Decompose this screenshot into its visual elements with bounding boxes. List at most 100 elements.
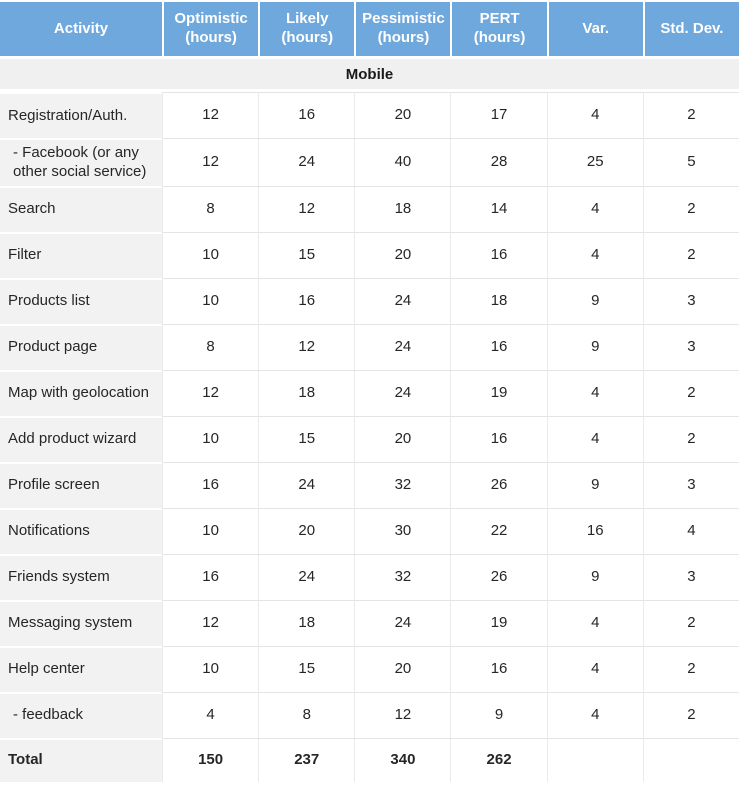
value-cell: 26 — [450, 553, 547, 600]
value-cell: 20 — [258, 507, 355, 554]
activity-cell: Add product wizard — [0, 415, 162, 462]
activity-cell: - feedback — [0, 691, 162, 738]
column-header-likely: Likely (hours) — [258, 2, 355, 56]
value-cell: 12 — [162, 599, 259, 646]
column-header-activity: Activity — [0, 2, 162, 56]
value-cell: 2 — [642, 645, 739, 692]
value-cell: 22 — [450, 507, 547, 554]
value-cell: 4 — [546, 369, 643, 416]
table-row: Notifications 10 20 30 22 16 4 — [0, 507, 739, 554]
value-cell: 19 — [450, 369, 547, 416]
activity-cell: Friends system — [0, 553, 162, 600]
value-cell: 16 — [450, 231, 547, 278]
value-cell: 4 — [546, 691, 643, 738]
value-cell: 18 — [258, 369, 355, 416]
value-cell: 16 — [162, 461, 259, 508]
value-cell: 2 — [642, 691, 739, 738]
value-cell: 19 — [450, 599, 547, 646]
value-cell: 26 — [450, 461, 547, 508]
value-cell: 14 — [450, 185, 547, 232]
value-cell: 12 — [258, 323, 355, 370]
section-title: Mobile — [345, 65, 394, 83]
activity-cell: Map with geolocation — [0, 369, 162, 416]
value-cell: 2 — [642, 599, 739, 646]
value-cell: 2 — [642, 92, 739, 138]
value-cell: 2 — [642, 231, 739, 278]
value-cell: 24 — [258, 138, 355, 186]
total-value-pessimistic: 340 — [354, 737, 451, 782]
value-cell: 24 — [354, 369, 451, 416]
value-cell: 9 — [546, 277, 643, 324]
activity-cell: Notifications — [0, 507, 162, 554]
table-total-row: Total 150 237 340 262 — [0, 737, 739, 782]
value-cell: 16 — [162, 553, 259, 600]
value-cell: 8 — [258, 691, 355, 738]
value-cell: 24 — [258, 553, 355, 600]
total-value-pert: 262 — [450, 737, 547, 782]
value-cell: 20 — [354, 415, 451, 462]
value-cell: 9 — [450, 691, 547, 738]
table-row: Filter 10 15 20 16 4 2 — [0, 231, 739, 278]
column-header-pert: PERT (hours) — [450, 2, 547, 56]
section-row-mobile: Mobile — [0, 56, 739, 92]
value-cell: 8 — [162, 185, 259, 232]
value-cell: 3 — [642, 553, 739, 600]
value-cell: 24 — [354, 599, 451, 646]
value-cell: 18 — [354, 185, 451, 232]
table-row: - Facebook (or any other social service)… — [0, 138, 739, 186]
total-value-var — [546, 737, 643, 782]
value-cell: 12 — [162, 369, 259, 416]
value-cell: 16 — [258, 277, 355, 324]
value-cell: 20 — [354, 231, 451, 278]
value-cell: 32 — [354, 553, 451, 600]
value-cell: 9 — [546, 323, 643, 370]
value-cell: 2 — [642, 415, 739, 462]
value-cell: 4 — [546, 415, 643, 462]
value-cell: 25 — [546, 138, 643, 186]
value-cell: 16 — [450, 415, 547, 462]
value-cell: 16 — [546, 507, 643, 554]
value-cell: 28 — [450, 138, 547, 186]
value-cell: 10 — [162, 231, 259, 278]
value-cell: 40 — [354, 138, 451, 186]
activity-cell: Products list — [0, 277, 162, 324]
value-cell: 16 — [450, 645, 547, 692]
value-cell: 4 — [546, 92, 643, 138]
value-cell: 30 — [354, 507, 451, 554]
table-row: Help center 10 15 20 16 4 2 — [0, 645, 739, 692]
value-cell: 15 — [258, 415, 355, 462]
value-cell: 24 — [354, 277, 451, 324]
value-cell: 10 — [162, 645, 259, 692]
table-row: Products list 10 16 24 18 9 3 — [0, 277, 739, 324]
column-header-pessimistic: Pessimistic (hours) — [354, 2, 451, 56]
activity-cell: Help center — [0, 645, 162, 692]
table-row: Add product wizard 10 15 20 16 4 2 — [0, 415, 739, 462]
value-cell: 9 — [546, 553, 643, 600]
value-cell: 17 — [450, 92, 547, 138]
value-cell: 4 — [546, 599, 643, 646]
table-body: Registration/Auth. 12 16 20 17 4 2- Facebook (… — [0, 92, 739, 738]
value-cell: 3 — [642, 277, 739, 324]
activity-cell: - Facebook (or any other social service) — [0, 138, 162, 186]
table-row: Search 8 12 18 14 4 2 — [0, 185, 739, 232]
value-cell: 15 — [258, 645, 355, 692]
value-cell: 24 — [258, 461, 355, 508]
value-cell: 12 — [258, 185, 355, 232]
value-cell: 18 — [258, 599, 355, 646]
total-value-optimistic: 150 — [162, 737, 259, 782]
activity-cell: Registration/Auth. — [0, 92, 162, 138]
table-row: Profile screen 16 24 32 26 9 3 — [0, 461, 739, 508]
value-cell: 12 — [354, 691, 451, 738]
value-cell: 16 — [258, 92, 355, 138]
column-header-optimistic: Optimistic (hours) — [162, 2, 259, 56]
table-row: Product page 8 12 24 16 9 3 — [0, 323, 739, 370]
value-cell: 15 — [258, 231, 355, 278]
column-header-std-dev: Std. Dev. — [642, 2, 739, 56]
activity-cell: Search — [0, 185, 162, 232]
value-cell: 12 — [162, 138, 259, 186]
value-cell: 4 — [642, 507, 739, 554]
total-value-std-dev — [642, 737, 739, 782]
value-cell: 8 — [162, 323, 259, 370]
table-row: Friends system 16 24 32 26 9 3 — [0, 553, 739, 600]
